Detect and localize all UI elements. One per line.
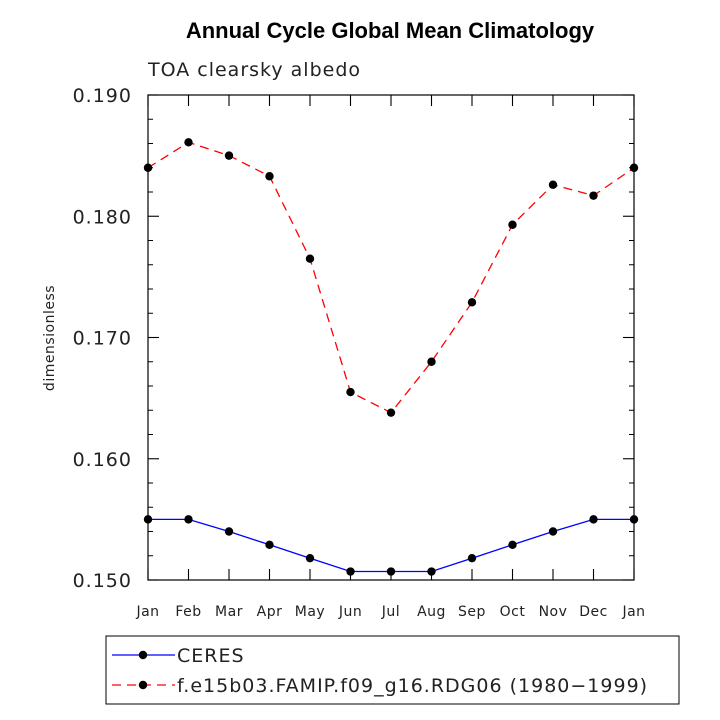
data-point [346, 387, 355, 397]
data-point [629, 515, 639, 524]
data-point [143, 515, 153, 524]
legend-marker [138, 650, 148, 660]
x-tick-label: Mar [215, 604, 243, 620]
data-point [548, 527, 558, 536]
data-point [589, 515, 598, 524]
data-point [265, 540, 274, 550]
x-tick-label: Jun [338, 604, 362, 620]
data-point [427, 357, 436, 366]
legend-box [105, 635, 680, 705]
data-point [224, 151, 234, 160]
data-point [184, 138, 193, 147]
x-tick-label: Apr [257, 604, 283, 620]
y-tick-label: 0.190 [73, 85, 132, 107]
series-line-1 [148, 518, 634, 573]
series-line-2 [147, 141, 635, 414]
x-tick-label: Oct [500, 604, 526, 620]
data-point [305, 553, 315, 563]
x-tick-label: Jan [135, 604, 159, 620]
data-point [427, 567, 436, 576]
x-tick-label: Aug [417, 604, 446, 620]
y-axis-label: dimensionless [42, 285, 58, 391]
legend: CERES f.e15b03.FAMIP.f09_g16.RDG06 (1980−… [105, 635, 680, 705]
legend-marker [138, 680, 148, 690]
x-tick-label: Jul [381, 604, 400, 620]
x-tick-labels: Jan Feb Mar Apr May Jun Jul Aug Sep Oct Nov Dec Jan [135, 604, 645, 620]
data-point [305, 254, 315, 263]
y-tick-label: 0.180 [73, 206, 132, 228]
legend-label: CERES [177, 645, 245, 667]
data-point [143, 163, 153, 172]
data-point [184, 515, 193, 524]
x-tick-label: May [295, 604, 325, 620]
data-point [386, 567, 396, 576]
y-tick-label: 0.150 [73, 570, 132, 592]
x-tick-label: Sep [458, 604, 486, 620]
legend-items: CERES f.e15b03.FAMIP.f09_g16.RDG06 (1980−… [112, 645, 648, 697]
data-point [346, 567, 355, 576]
chart-subtitle: TOA clearsky albedo [147, 59, 361, 81]
data-point [224, 527, 234, 536]
y-tick-label: 0.170 [73, 328, 132, 350]
data-point [589, 191, 598, 200]
data-point [508, 220, 517, 229]
data-point [629, 163, 639, 172]
x-tick-label: Nov [539, 604, 568, 620]
data-point [265, 172, 274, 181]
data-point [467, 553, 477, 563]
data-point [508, 540, 517, 550]
x-tick-label: Feb [175, 604, 201, 620]
axis-ticks [147, 94, 635, 581]
data-point [548, 180, 558, 189]
data-point [467, 298, 477, 307]
data-point [386, 408, 396, 417]
chart-title: Annual Cycle Global Mean Climatology [186, 18, 595, 43]
legend-label: f.e15b03.FAMIP.f09_g16.RDG06 (1980−1999) [177, 675, 648, 697]
plot-frame [147, 94, 635, 581]
x-tick-label: Dec [579, 604, 608, 620]
y-tick-labels: 0.150 0.160 0.170 0.180 0.190 [73, 85, 132, 592]
y-tick-label: 0.160 [73, 449, 132, 471]
series-layer [143, 138, 639, 576]
x-tick-label: Jan [621, 604, 645, 620]
